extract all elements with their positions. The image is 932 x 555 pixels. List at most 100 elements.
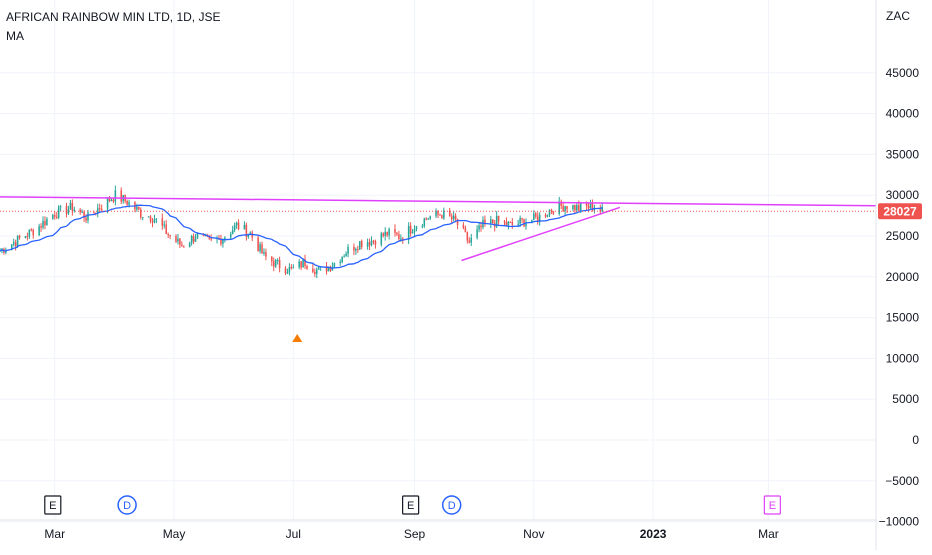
candle-body bbox=[562, 205, 564, 211]
candle bbox=[421, 223, 424, 229]
candle-body bbox=[46, 218, 48, 226]
trendline[interactable] bbox=[0, 196, 877, 207]
candle bbox=[278, 256, 281, 273]
candle bbox=[558, 196, 561, 216]
candle-body bbox=[558, 201, 561, 214]
candle bbox=[38, 223, 40, 237]
candle-body bbox=[591, 203, 594, 211]
event-circle bbox=[117, 495, 137, 515]
candle-body bbox=[30, 229, 33, 231]
candle bbox=[122, 194, 124, 204]
event-circle bbox=[441, 495, 462, 515]
candle-body bbox=[462, 224, 465, 229]
candle-body bbox=[536, 216, 539, 222]
y-tick-label: 0 bbox=[912, 433, 919, 447]
candle bbox=[470, 233, 473, 247]
candle bbox=[415, 225, 418, 232]
candle-body bbox=[106, 197, 109, 209]
candle bbox=[40, 223, 42, 232]
candle-body bbox=[435, 210, 437, 217]
candle bbox=[398, 230, 400, 242]
candle-body bbox=[147, 216, 150, 218]
candle-body bbox=[507, 221, 510, 226]
price-axis[interactable]: ZAC 45000 40000 35000 30000 25000 20000 15000 10… bbox=[875, 0, 922, 550]
candle-body bbox=[112, 199, 115, 202]
candle-body bbox=[341, 256, 343, 263]
candle-body bbox=[259, 244, 261, 252]
dividend-icon[interactable]: D bbox=[117, 495, 137, 515]
candle bbox=[57, 205, 60, 220]
candle-body bbox=[359, 241, 361, 250]
candle-body bbox=[128, 202, 130, 205]
candle bbox=[288, 263, 291, 276]
candle-body bbox=[175, 236, 177, 242]
earnings-icon[interactable]: E bbox=[402, 495, 420, 515]
event-label: E bbox=[49, 500, 56, 512]
candle bbox=[243, 221, 246, 230]
earnings-icon[interactable]: E bbox=[763, 495, 781, 515]
dividend-icon[interactable]: D bbox=[441, 495, 462, 515]
trendlines[interactable] bbox=[0, 196, 877, 262]
candle bbox=[388, 227, 390, 240]
candle bbox=[339, 259, 342, 266]
candle-body bbox=[73, 209, 76, 211]
candle bbox=[26, 232, 29, 241]
candle bbox=[237, 219, 240, 231]
candle-body bbox=[521, 218, 523, 220]
candle-body bbox=[360, 241, 363, 247]
candle-body bbox=[57, 206, 60, 218]
candle bbox=[423, 217, 426, 228]
candle-body bbox=[18, 235, 21, 238]
candle-body bbox=[411, 231, 414, 234]
candle-body bbox=[314, 272, 316, 274]
candle-body bbox=[96, 208, 99, 214]
y-tick-label: 40000 bbox=[886, 107, 920, 121]
candle-body bbox=[374, 241, 377, 245]
candle-body bbox=[304, 259, 306, 266]
candle-body bbox=[190, 236, 193, 244]
candle bbox=[306, 264, 308, 270]
indicator-label[interactable]: MA bbox=[6, 29, 24, 43]
candle-body bbox=[396, 232, 398, 235]
candle-body bbox=[345, 253, 347, 257]
candle-body bbox=[181, 244, 183, 247]
trendline[interactable] bbox=[461, 206, 621, 262]
candle-body bbox=[151, 221, 154, 223]
time-axis[interactable]: Mar May Jul Sep Nov 2023 Mar bbox=[0, 519, 876, 541]
candle bbox=[28, 229, 31, 240]
candle bbox=[360, 239, 363, 250]
candle-body bbox=[533, 213, 535, 220]
candle bbox=[120, 187, 123, 205]
symbol-title[interactable]: AFRICAN RAINBOW MIN LTD, 1D, JSE bbox=[6, 10, 221, 24]
candle bbox=[112, 197, 115, 204]
candle-body bbox=[400, 238, 402, 240]
candle-body bbox=[155, 218, 158, 220]
candle bbox=[272, 257, 275, 272]
candle bbox=[44, 216, 46, 230]
candle-body bbox=[98, 208, 101, 210]
candle-body bbox=[167, 234, 169, 236]
candle bbox=[110, 198, 113, 202]
candle bbox=[317, 266, 320, 271]
candle-body bbox=[220, 238, 222, 244]
earnings-icon[interactable]: E bbox=[44, 495, 62, 515]
candle bbox=[450, 213, 453, 224]
candle-body bbox=[443, 210, 445, 219]
candle bbox=[548, 209, 551, 218]
candle-body bbox=[548, 210, 551, 216]
candle-body bbox=[578, 205, 580, 211]
candle bbox=[411, 229, 414, 234]
candle bbox=[87, 209, 89, 224]
candle bbox=[312, 264, 314, 274]
candle bbox=[544, 213, 547, 219]
candle-body bbox=[452, 215, 455, 220]
candle bbox=[231, 225, 234, 235]
x-tick-label: Sep bbox=[404, 527, 426, 541]
candle bbox=[42, 216, 44, 230]
candle-body bbox=[368, 242, 371, 246]
candle-body bbox=[384, 231, 386, 236]
candle bbox=[79, 208, 81, 215]
